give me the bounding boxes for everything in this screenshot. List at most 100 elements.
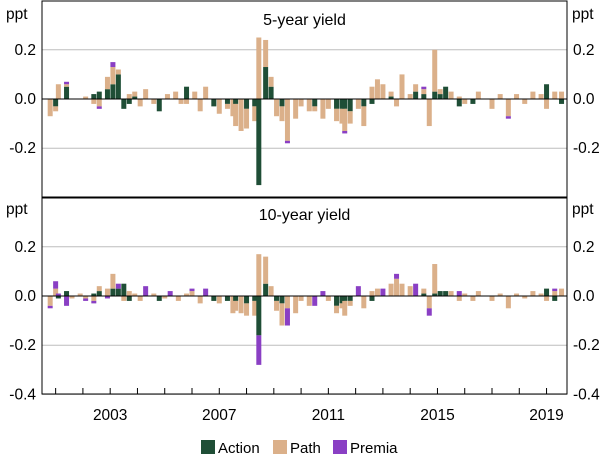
bar-action: [156, 296, 162, 301]
bar-premia: [55, 293, 61, 296]
bar-path: [505, 99, 511, 117]
y-tick-label-right: -0.4: [573, 386, 600, 403]
x-tick-label: 2003: [93, 407, 127, 424]
bar-path: [380, 84, 386, 99]
bar-path: [544, 99, 550, 109]
bar-path: [268, 286, 274, 296]
bar-action: [132, 96, 138, 99]
bar-path: [522, 99, 528, 104]
bar-path: [104, 76, 110, 90]
bar-path: [104, 288, 110, 296]
bar-action: [339, 99, 345, 109]
legend-swatch-premia: [333, 440, 347, 454]
bar-action: [369, 99, 375, 104]
bar-path: [96, 99, 102, 107]
bar-path: [538, 94, 544, 99]
bar-premia: [53, 281, 59, 289]
bar-path: [238, 296, 244, 314]
bar-action: [369, 296, 375, 301]
bar-path: [216, 296, 222, 304]
x-tick-label: 2015: [420, 407, 454, 424]
bar-action: [211, 99, 217, 107]
bar-action: [274, 296, 280, 301]
bar-path: [230, 99, 236, 117]
bar-path: [233, 300, 239, 311]
bar-path: [306, 99, 312, 112]
bar-premia: [312, 296, 318, 306]
bar-action: [443, 291, 449, 296]
bar-path: [55, 84, 61, 99]
bar-action: [233, 296, 239, 301]
bar-path: [47, 296, 53, 306]
bar-path: [164, 94, 170, 99]
bar-path: [132, 91, 138, 97]
bar-action: [268, 86, 274, 99]
bar-premia: [421, 86, 427, 90]
bar-path: [137, 296, 143, 301]
bar-path: [110, 273, 116, 289]
bar-path: [298, 99, 304, 107]
bar-path: [426, 296, 432, 309]
legend-label-action: Action: [218, 440, 260, 456]
bar-path: [110, 67, 116, 85]
y-tick-label-right: 0.0: [573, 288, 595, 305]
bar-path: [279, 303, 285, 326]
bar-path: [151, 99, 157, 104]
panel-10-year-yield: 0.2 0.2 0.0 0.0 -0.2 -0.2 -0.4 -0.4 10-year yie…: [6, 201, 600, 403]
bar-path: [274, 300, 280, 311]
bar-action: [339, 296, 345, 304]
bar-action: [126, 99, 132, 104]
bar-premia: [47, 305, 53, 309]
y-tick-label-right: 0.2: [573, 42, 595, 59]
bar-path: [126, 291, 132, 296]
bar-action: [115, 74, 121, 99]
bar-path: [53, 106, 59, 112]
y-tick-label-left: 0.0: [14, 288, 36, 305]
bar-path: [268, 76, 274, 87]
bar-path: [369, 291, 375, 296]
y-tick-label-left: -0.4: [9, 386, 36, 403]
bar-premia: [380, 288, 386, 296]
bar-path: [347, 300, 353, 306]
x-tick-label: 2007: [202, 407, 236, 424]
bar-path: [361, 296, 367, 309]
bar-path: [514, 94, 520, 99]
bar-action: [334, 99, 340, 109]
bar-path: [143, 89, 149, 99]
bar-action: [279, 99, 285, 107]
y-tick-label-left: 0.2: [14, 239, 36, 256]
bar-path: [448, 291, 454, 296]
y-unit-label-left: ppt: [6, 201, 28, 218]
bar-path: [91, 99, 97, 104]
x-axis: 2003 2007 2011 2015 2019: [55, 388, 564, 424]
bar-action: [279, 296, 285, 304]
bar-path: [115, 69, 121, 75]
bar-path: [263, 256, 269, 284]
bar-path: [175, 296, 181, 301]
bar-path: [69, 296, 75, 299]
bar-path: [244, 108, 250, 129]
bar-premia: [83, 298, 89, 301]
bar-path: [252, 106, 258, 122]
bar-premia: [64, 81, 70, 85]
bar-action: [334, 296, 340, 306]
bar-action: [115, 288, 121, 296]
bar-path: [293, 296, 299, 314]
bar-action: [347, 296, 353, 301]
bar-action: [421, 94, 427, 99]
bar-path: [279, 106, 285, 122]
bar-action: [55, 296, 61, 299]
bar-path: [342, 300, 348, 316]
bar-action: [347, 99, 353, 112]
bar-path: [216, 99, 222, 114]
bar-action: [432, 91, 438, 99]
bar-path: [347, 111, 353, 124]
bar-path: [399, 283, 405, 296]
bar-path: [339, 108, 345, 124]
bar-path: [83, 296, 89, 299]
bar-action: [256, 296, 262, 336]
bar-path: [284, 99, 290, 141]
bar-path: [197, 296, 203, 304]
bar-path: [91, 296, 97, 301]
bar-action: [559, 99, 565, 104]
